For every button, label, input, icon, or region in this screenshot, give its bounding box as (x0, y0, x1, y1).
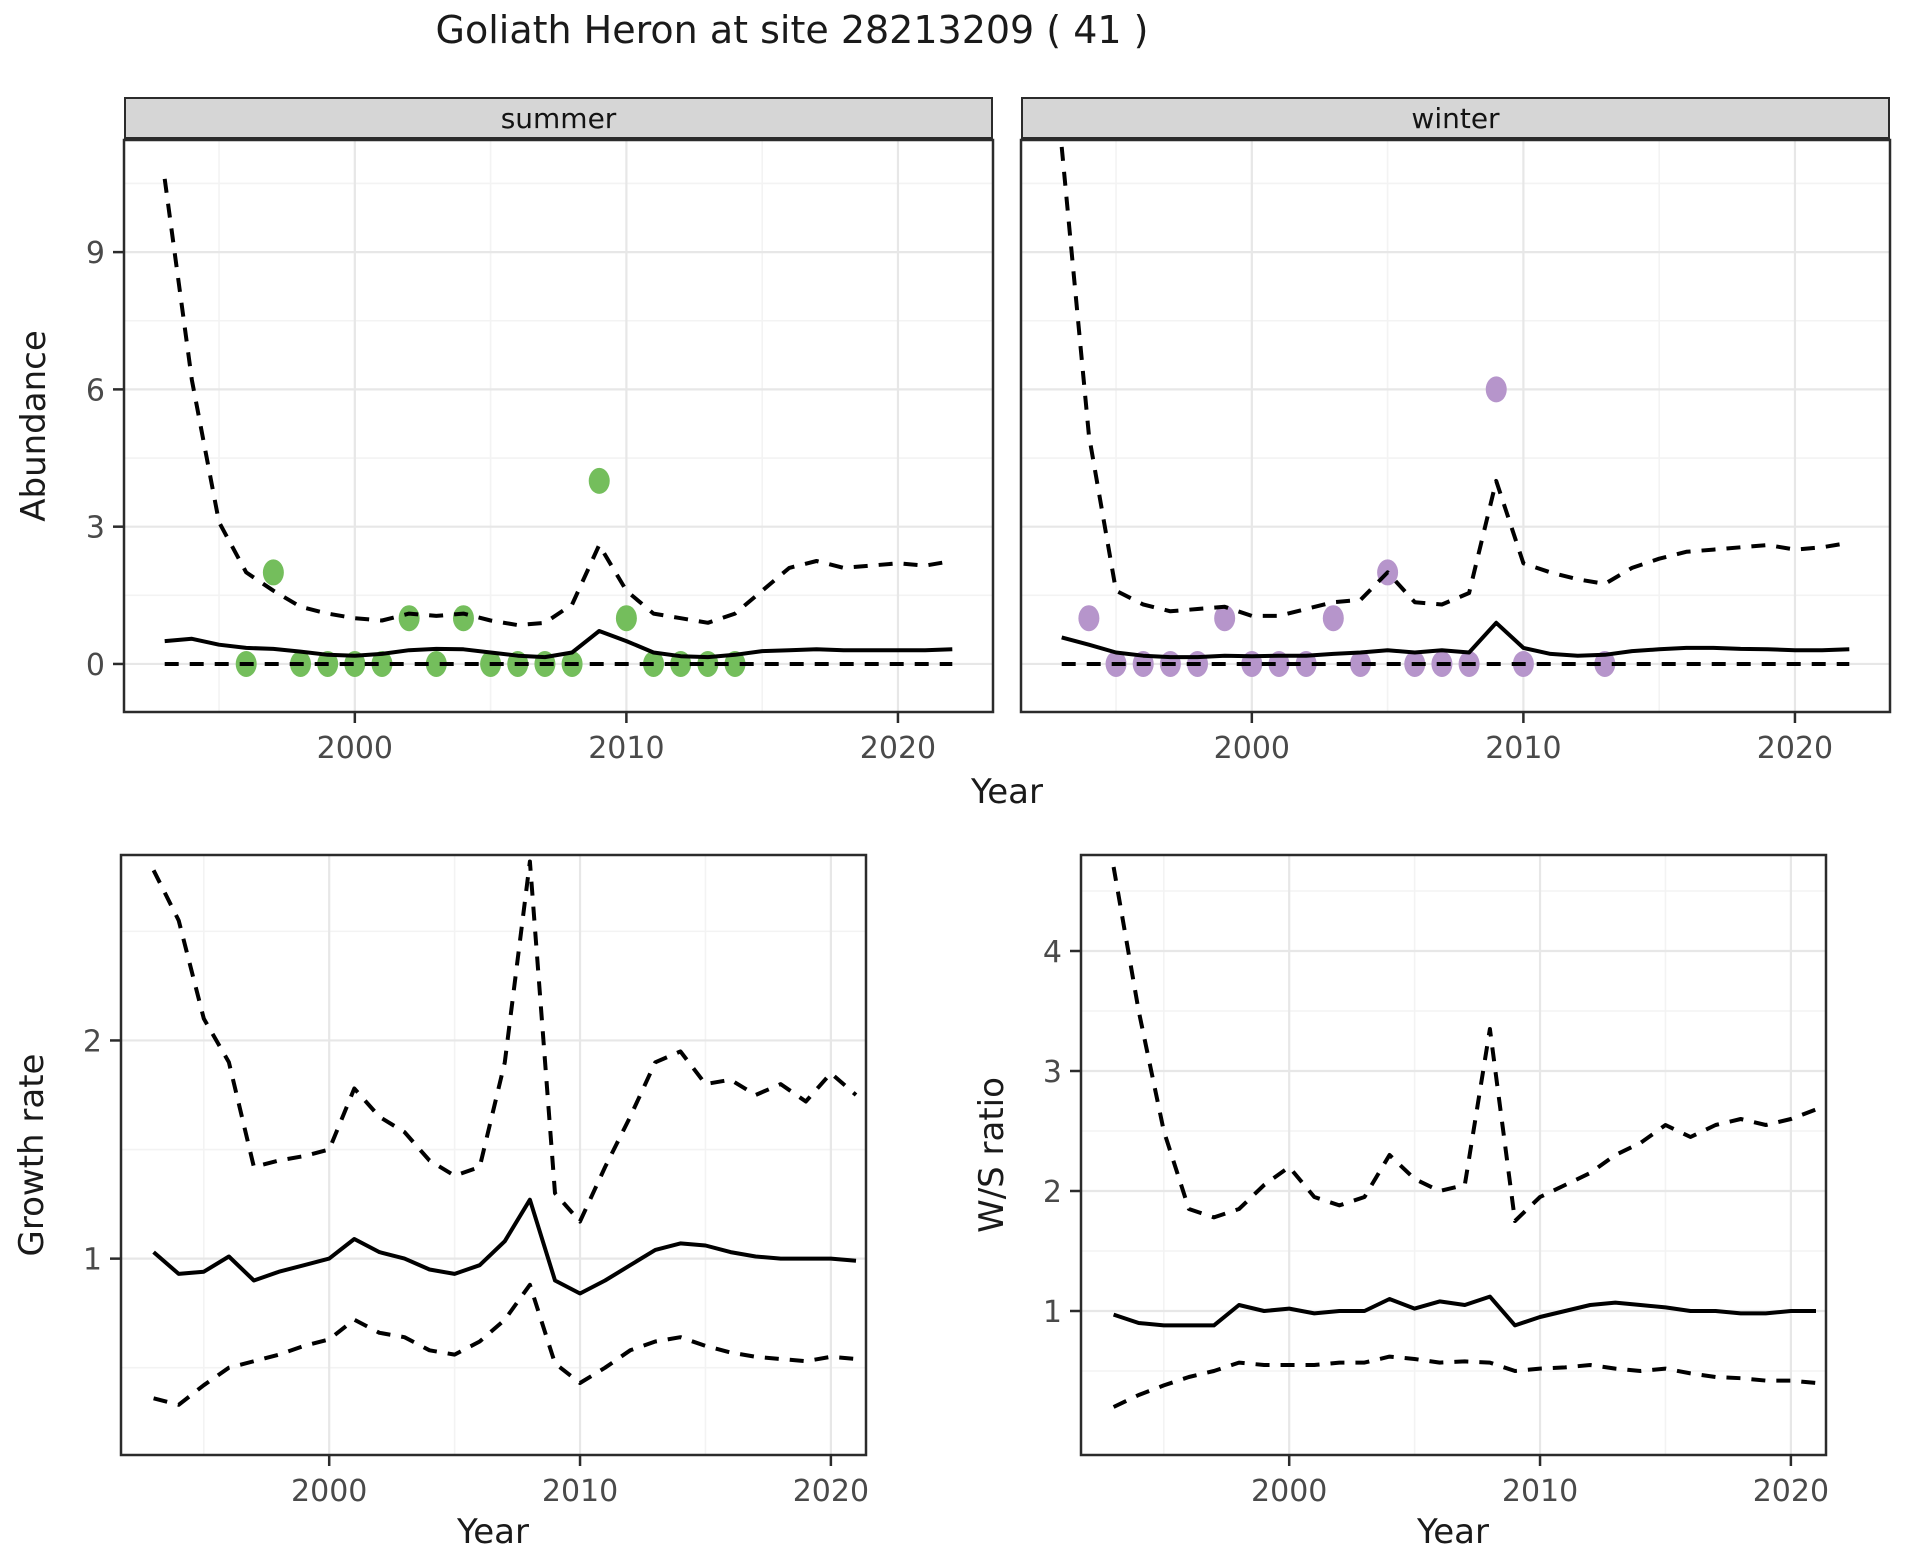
observation-point (1594, 650, 1616, 677)
y-tick-label: 1 (1043, 1295, 1062, 1330)
x-tick-label: 2010 (1485, 731, 1561, 766)
observation-point (1078, 605, 1100, 632)
facet-strip-summer-label: summer (500, 101, 617, 135)
panel-border (122, 138, 995, 714)
observation-point (1349, 650, 1371, 677)
panel-border (1079, 853, 1828, 1457)
panel-background (121, 855, 866, 1455)
year-axis-title-top: Year (971, 772, 1043, 812)
x-tick-label: 2010 (588, 731, 664, 766)
panel-background (1021, 140, 1890, 712)
x-tick-label: 2010 (542, 1474, 618, 1509)
y-tick-label: 3 (86, 511, 105, 546)
panel-ws-ratio: 2000 2010 2020 1 2 3 4 (1043, 853, 1829, 1509)
observation-point (615, 605, 637, 632)
panel-marks (1111, 866, 1817, 1409)
x-tick-label: 2020 (860, 731, 936, 766)
confidence-interval-line (151, 859, 858, 1224)
observation-point (398, 605, 420, 632)
x-tick-label: 2000 (1214, 731, 1290, 766)
observation-point (1214, 605, 1236, 632)
mean-line (1061, 620, 1850, 660)
x-tick-label: 2020 (793, 1474, 869, 1509)
mean-line (164, 629, 953, 660)
y-tick-label: 6 (86, 373, 105, 408)
panel-border (1019, 138, 1892, 714)
ws-ratio-axis-title: W/S ratio (972, 1077, 1012, 1233)
x-tick-label: 2020 (1757, 731, 1833, 766)
panel-marks (162, 178, 953, 677)
observation-point (1322, 605, 1344, 632)
y-tick-label: 1 (83, 1243, 102, 1278)
x-tick-label: 2000 (1251, 1474, 1327, 1509)
panel-growth-rate: 2000 2010 2020 1 2 (83, 853, 869, 1509)
y-tick-label: 3 (1043, 1055, 1062, 1090)
x-tick-label: 2000 (317, 731, 393, 766)
confidence-interval-line (1059, 146, 1850, 618)
mean-line (152, 1197, 857, 1296)
y-tick-label: 4 (1043, 935, 1062, 970)
mean-line (1112, 1294, 1816, 1328)
panel-marks (151, 859, 858, 1407)
observation-point (588, 467, 610, 494)
panel-border (119, 853, 868, 1457)
facet-strip-summer: summer (124, 97, 993, 139)
panel-background (124, 140, 993, 712)
panel-winter-abundance: 2000 2010 2020 (1019, 138, 1892, 766)
y-tick-label: 2 (1043, 1175, 1062, 1210)
observation-point (1485, 376, 1507, 403)
x-tick-label: 2000 (291, 1474, 367, 1509)
y-tick-label: 0 (86, 648, 105, 683)
confidence-interval-line (1112, 1354, 1817, 1409)
observation-point (452, 605, 474, 632)
x-tick-label: 2020 (1753, 1474, 1829, 1509)
confidence-interval-line (162, 178, 953, 628)
x-tick-label: 2010 (1502, 1474, 1578, 1509)
facet-strip-winter-label: winter (1411, 101, 1500, 135)
year-axis-title-bottom-left: Year (457, 1512, 529, 1552)
abundance-axis-title: Abundance (14, 330, 54, 522)
growth-rate-axis-title: Growth rate (12, 1053, 52, 1257)
confidence-interval-line (153, 1282, 857, 1407)
observation-point (371, 650, 393, 677)
observation-point (425, 650, 447, 677)
panel-summer-abundance: 2000 2010 2020 0 3 6 9 (86, 138, 995, 766)
observation-point (724, 650, 746, 677)
y-tick-label: 9 (86, 236, 105, 271)
observation-point (262, 559, 284, 586)
year-axis-title-bottom-right: Year (1417, 1512, 1489, 1552)
chart-title: Goliath Heron at site 28213209 ( 41 ) (435, 8, 1149, 52)
y-tick-label: 2 (83, 1024, 102, 1059)
panel-marks (1059, 146, 1850, 677)
facet-strip-winter: winter (1021, 97, 1890, 139)
panel-background (1081, 855, 1826, 1455)
